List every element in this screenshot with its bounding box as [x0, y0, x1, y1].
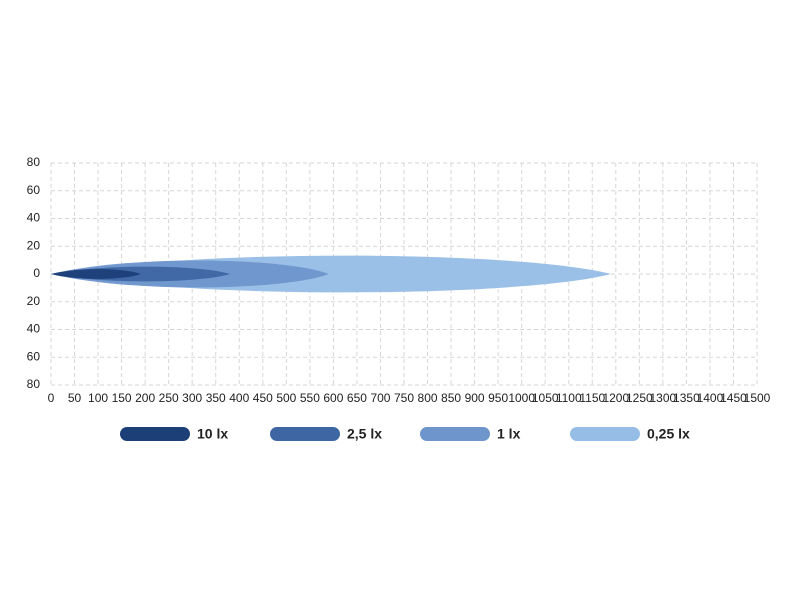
x-tick-label: 550 — [300, 391, 320, 405]
x-tick-label: 1350 — [673, 391, 700, 405]
legend-swatch — [120, 427, 190, 441]
legend-label: 10 lx — [197, 426, 228, 442]
y-tick-label: 20 — [27, 238, 41, 252]
y-tick-label: 80 — [27, 155, 41, 169]
x-tick-label: 300 — [182, 391, 202, 405]
x-tick-label: 700 — [370, 391, 390, 405]
x-tick-label: 150 — [112, 391, 132, 405]
x-tick-label: 1050 — [532, 391, 559, 405]
y-tick-label: 60 — [27, 349, 41, 363]
x-tick-label: 800 — [418, 391, 438, 405]
x-tick-label: 600 — [323, 391, 343, 405]
y-tick-label: 20 — [27, 294, 41, 308]
x-tick-label: 750 — [394, 391, 414, 405]
y-tick-label: 0 — [33, 266, 40, 280]
x-tick-label: 850 — [441, 391, 461, 405]
x-tick-label: 200 — [135, 391, 155, 405]
x-tick-label: 100 — [88, 391, 108, 405]
x-tick-label: 1200 — [602, 391, 629, 405]
y-tick-label: 80 — [27, 377, 41, 391]
legend-swatch — [420, 427, 490, 441]
x-tick-label: 950 — [488, 391, 508, 405]
x-tick-label: 1250 — [626, 391, 653, 405]
x-tick-label: 350 — [206, 391, 226, 405]
y-tick-label: 40 — [27, 322, 41, 336]
x-tick-label: 1450 — [720, 391, 747, 405]
x-tick-label: 250 — [159, 391, 179, 405]
y-tick-label: 40 — [27, 211, 41, 225]
x-tick-label: 1300 — [650, 391, 677, 405]
x-tick-label: 0 — [48, 391, 55, 405]
x-tick-label: 500 — [276, 391, 296, 405]
x-tick-label: 1150 — [579, 391, 605, 405]
legend-label: 2,5 lx — [347, 426, 382, 442]
legend-swatch — [270, 427, 340, 441]
x-tick-label: 1400 — [697, 391, 724, 405]
legend-label: 0,25 lx — [647, 426, 690, 442]
y-tick-label: 60 — [27, 183, 41, 197]
x-tick-label: 900 — [465, 391, 485, 405]
x-tick-label: 1500 — [744, 391, 771, 405]
x-tick-label: 400 — [229, 391, 249, 405]
x-tick-label: 1000 — [508, 391, 535, 405]
x-tick-label: 1100 — [556, 391, 582, 405]
legend-swatch — [570, 427, 640, 441]
legend-label: 1 lx — [497, 426, 521, 442]
beam-area — [51, 269, 141, 279]
x-tick-label: 50 — [68, 391, 82, 405]
x-tick-label: 650 — [347, 391, 367, 405]
x-tick-label: 450 — [253, 391, 273, 405]
